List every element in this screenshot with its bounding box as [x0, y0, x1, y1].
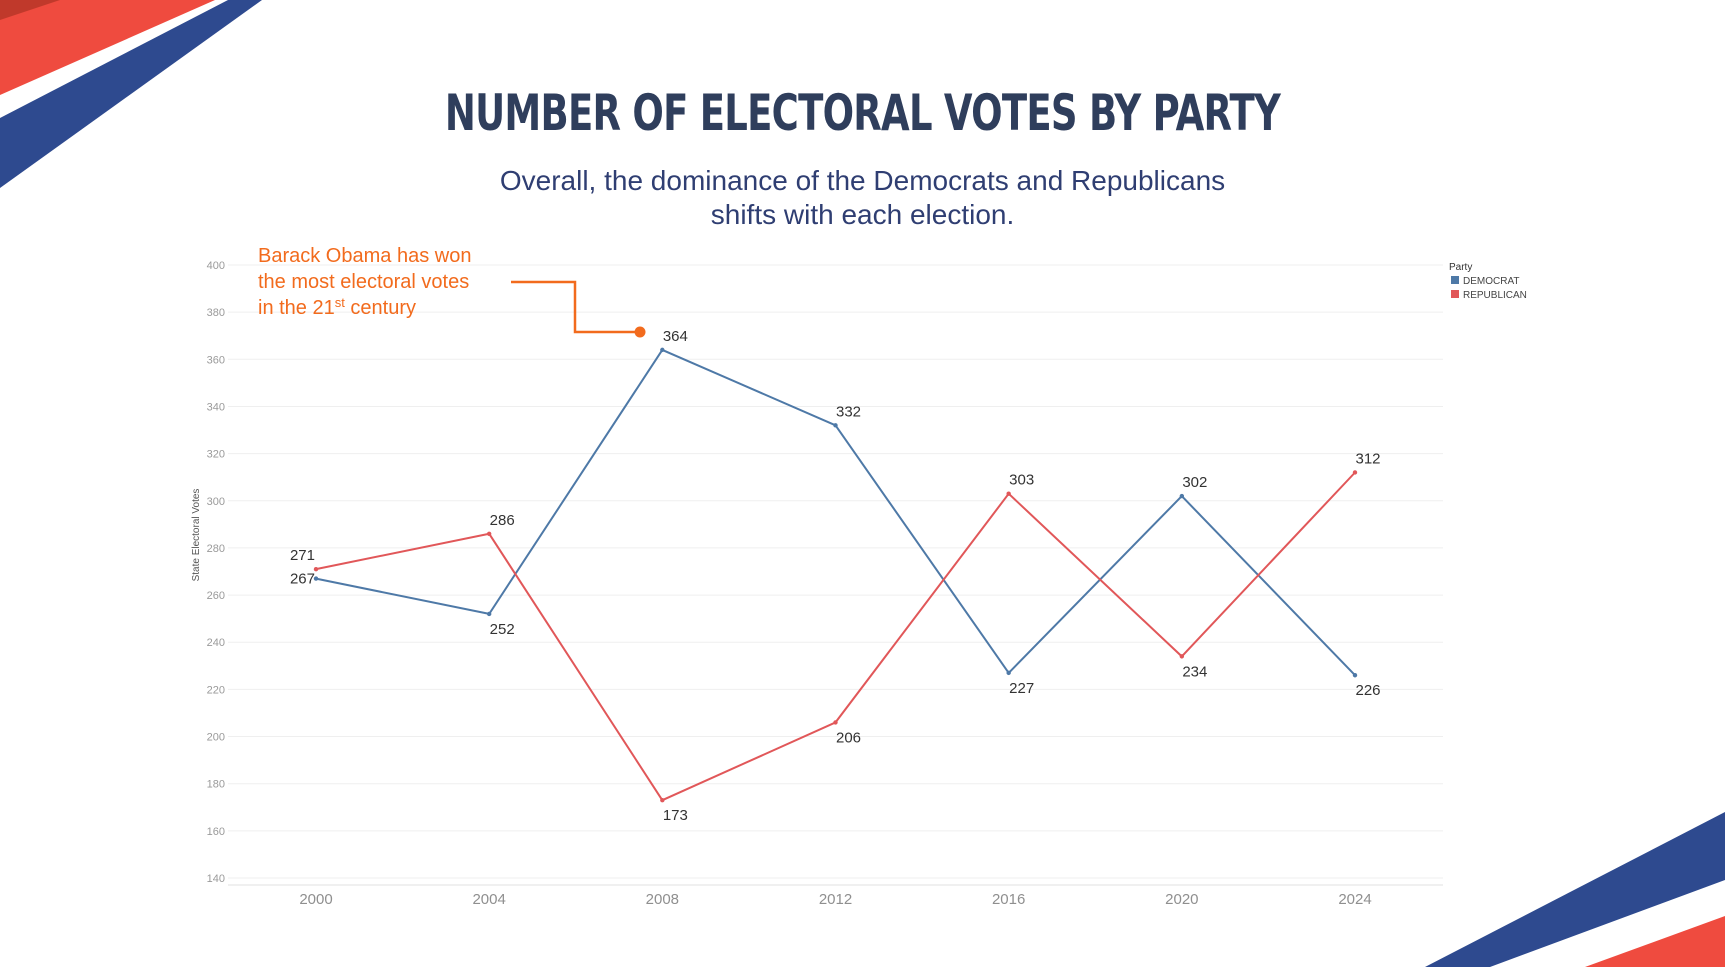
annotation-leader-line [511, 280, 640, 334]
data-label-democrat: 267 [290, 571, 315, 588]
annotation-line-3-sup: st [335, 295, 346, 310]
y-tick-label: 180 [207, 779, 225, 791]
point-democrat [486, 611, 492, 617]
data-label-democrat: 252 [490, 621, 515, 638]
legend-democrat-label: DEMOCRAT [1463, 276, 1519, 287]
y-tick-label: 320 [207, 449, 225, 461]
subtitle-line-2: shifts with each election. [710, 199, 1015, 230]
annotation-marker [634, 326, 646, 338]
x-tick-label: 2008 [646, 891, 679, 908]
data-label-democrat: 302 [1182, 474, 1207, 491]
y-axis-label: State Electoral Votes [191, 489, 202, 582]
y-tick-label: 260 [207, 590, 225, 602]
x-tick-label: 2016 [992, 891, 1025, 908]
annotation-line-2: the most electoral votes [258, 271, 469, 293]
point-republican [833, 720, 838, 725]
annotation: Barack Obama has won the most electoral … [258, 245, 646, 338]
data-label-democrat: 227 [1009, 680, 1034, 697]
y-tick-label: 200 [207, 732, 225, 744]
point-republican [1352, 470, 1358, 475]
y-tick-label: 240 [207, 637, 225, 649]
data-label-democrat: 226 [1355, 682, 1380, 699]
y-tick-label: 300 [207, 496, 225, 508]
point-democrat [1179, 493, 1185, 499]
gridlines [228, 264, 1443, 886]
legend-title: Party [1449, 262, 1472, 273]
y-tick-label: 400 [207, 260, 225, 272]
x-tick-label: 2012 [819, 891, 852, 908]
x-tick-label: 2004 [472, 891, 505, 908]
point-democrat [833, 423, 838, 428]
annotation-line-3: in the 21st century [258, 295, 416, 319]
line-democrat [315, 348, 1356, 676]
y-tick-label: 160 [207, 826, 225, 838]
point-republican [1179, 654, 1185, 659]
y-tick-label: 360 [207, 354, 225, 366]
annotation-line-3-prefix: in the 21 [258, 297, 335, 319]
data-label-republican: 206 [836, 729, 861, 746]
data-label-republican: 173 [663, 807, 688, 824]
point-republican [660, 797, 665, 803]
x-tick-label: 2000 [299, 891, 332, 908]
data-labels: 267 252 364 332 227 302 226 271 286 173 206 303 234 3… [290, 328, 1381, 824]
annotation-line-1: Barack Obama has won [258, 245, 471, 267]
legend-democrat-swatch [1451, 276, 1459, 284]
point-republican [313, 566, 319, 572]
data-label-democrat: 364 [663, 328, 688, 345]
legend-republican-swatch [1451, 290, 1459, 298]
data-label-republican: 303 [1009, 472, 1034, 489]
series-points [313, 347, 1358, 803]
data-label-democrat: 332 [836, 403, 861, 420]
annotation-line-3-suffix: century [345, 297, 416, 319]
x-axis-ticks: 2000 2004 2008 2012 2016 2020 2024 [299, 891, 1371, 908]
line-republican [315, 471, 1356, 802]
legend: Party DEMOCRAT REPUBLICAN [1449, 262, 1527, 301]
y-tick-label: 220 [207, 684, 225, 696]
y-tick-label: 280 [207, 543, 225, 555]
page-title: NUMBER OF ELECTORAL VOTES BY PARTY [444, 84, 1281, 142]
data-label-republican: 271 [290, 547, 315, 564]
data-label-republican: 286 [490, 512, 515, 529]
point-democrat [313, 576, 319, 581]
point-democrat [1006, 670, 1011, 676]
legend-republican-label: REPUBLICAN [1463, 290, 1527, 301]
x-tick-label: 2020 [1165, 891, 1198, 908]
data-label-republican: 312 [1355, 450, 1380, 467]
subtitle-line-1: Overall, the dominance of the Democrats … [499, 165, 1226, 196]
point-republican [486, 531, 492, 536]
data-label-republican: 234 [1182, 663, 1207, 680]
y-tick-label: 380 [207, 307, 225, 319]
x-tick-label: 2024 [1338, 891, 1371, 908]
point-democrat [1352, 673, 1358, 678]
page-subtitle: Overall, the dominance of the Democrats … [0, 164, 1725, 232]
y-tick-label: 140 [207, 873, 225, 885]
y-tick-label: 340 [207, 401, 225, 413]
y-axis-ticks: 140 160 180 200 220 240 260 280 300 320 340 360 380 4… [207, 260, 225, 885]
point-republican [1006, 491, 1011, 496]
point-democrat [660, 347, 665, 353]
